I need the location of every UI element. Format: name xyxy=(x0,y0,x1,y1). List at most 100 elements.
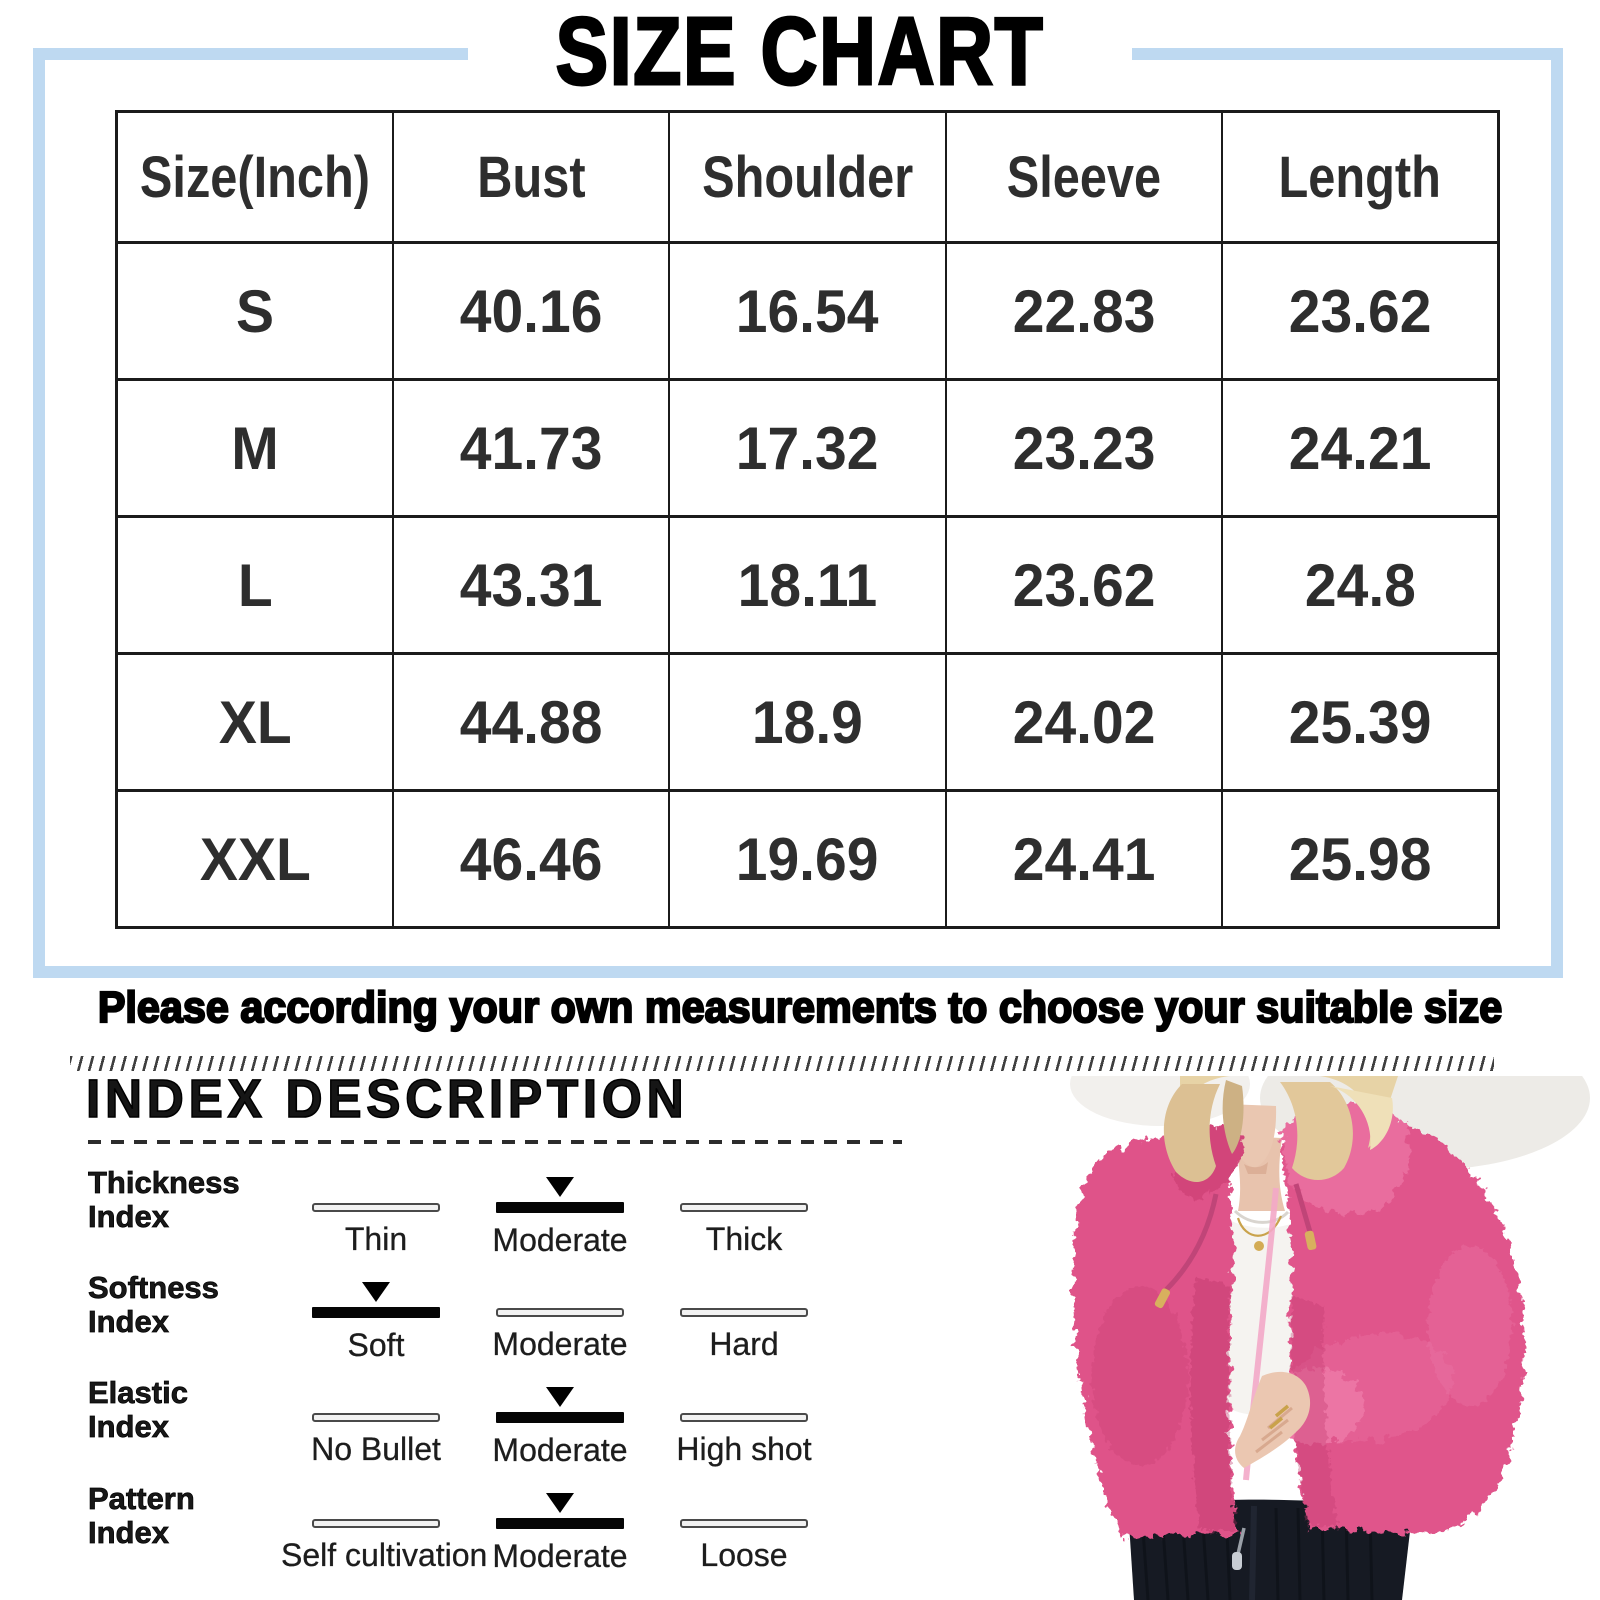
measurement-cell: 23.23 xyxy=(944,378,1224,518)
option-label: Moderate xyxy=(492,1432,628,1468)
cell-text: 17.32 xyxy=(736,414,879,482)
cell-text: XXL xyxy=(199,825,311,893)
table-header-text: Bust xyxy=(476,144,586,210)
index-row-label: Softness Index xyxy=(88,1270,220,1339)
measurement-cell: 44.88 xyxy=(391,652,671,792)
cell-text: 16.54 xyxy=(736,277,879,345)
cell-text: 43.31 xyxy=(459,551,603,619)
table-header-cell: Length xyxy=(1221,110,1500,244)
option-label: Thick xyxy=(705,1221,783,1257)
cell-text: 41.73 xyxy=(459,414,603,482)
table-row: XXL 46.46 19.69 24.41 25.98 xyxy=(115,789,1500,929)
size-table: Size(Inch) Bust Shoulder Sleeve Length S 40.16… xyxy=(115,110,1500,929)
measurement-cell: 25.98 xyxy=(1221,789,1500,929)
indicator-bar xyxy=(496,1202,624,1213)
necklace xyxy=(1236,1215,1283,1237)
table-header-text: Sleeve xyxy=(1006,144,1162,210)
triangle-marker-icon xyxy=(546,1387,574,1407)
index-option: Moderate xyxy=(465,1480,655,1575)
indicator-bar xyxy=(312,1413,440,1422)
triangle-marker-icon xyxy=(362,1282,390,1302)
table-header-text: Shoulder xyxy=(701,144,914,210)
index-row: Pattern Index Self cultivation Moderate Loo… xyxy=(88,1480,1018,1582)
table-header-cell: Size(Inch) xyxy=(115,110,394,244)
index-option: Thick xyxy=(649,1164,839,1258)
option-label: Moderate xyxy=(492,1222,628,1258)
cell-text: S xyxy=(235,277,274,345)
option-label: No Bullet xyxy=(311,1431,441,1467)
index-option: Moderate xyxy=(465,1164,655,1259)
cell-text: 23.62 xyxy=(1012,551,1156,619)
measurement-cell: 18.11 xyxy=(668,515,947,655)
table-header-cell: Bust xyxy=(391,110,671,244)
index-option: Hard xyxy=(649,1269,839,1363)
indicator-bar xyxy=(312,1203,440,1212)
index-row-label: Elastic Index xyxy=(88,1375,189,1444)
note-text: Please according your own measurements t… xyxy=(0,980,1600,1036)
measurement-cell: 16.54 xyxy=(668,241,947,381)
indicator-bar xyxy=(680,1203,808,1212)
cell-text: 18.11 xyxy=(737,551,878,619)
cell-text: 46.46 xyxy=(459,825,603,893)
model-hand xyxy=(1235,1371,1311,1468)
cell-text: 24.41 xyxy=(1012,825,1156,893)
indicator-bar xyxy=(680,1308,808,1317)
measurement-cell: 22.83 xyxy=(944,241,1224,381)
size-cell: L xyxy=(115,515,394,655)
index-row: Softness Index Soft Moderate Hard xyxy=(88,1269,1018,1371)
indicator-bar xyxy=(680,1519,808,1528)
cell-text: 23.23 xyxy=(1012,414,1156,482)
indicator-bar xyxy=(680,1413,808,1422)
measurement-cell: 23.62 xyxy=(1221,241,1500,381)
table-header-cell: Sleeve xyxy=(944,110,1224,244)
measurement-cell: 24.8 xyxy=(1221,515,1500,655)
dashed-divider xyxy=(88,1140,902,1144)
size-cell: XL xyxy=(115,652,394,792)
index-option: No Bullet xyxy=(281,1374,471,1468)
cell-text: L xyxy=(237,551,273,619)
triangle-marker-icon xyxy=(546,1177,574,1197)
measurement-cell: 24.41 xyxy=(944,789,1224,929)
table-frame xyxy=(33,48,1563,978)
index-row: Elastic Index No Bullet Moderate High shot xyxy=(88,1374,1018,1476)
size-cell: M xyxy=(115,378,394,518)
product-photo xyxy=(1030,1076,1600,1600)
indicator-bar xyxy=(312,1307,440,1318)
index-description-heading: INDEX DESCRIPTION xyxy=(85,1069,689,1129)
cell-text: 24.8 xyxy=(1304,551,1416,619)
table-header-text: Length xyxy=(1278,144,1442,210)
indicator-bar xyxy=(496,1412,624,1423)
size-cell: XXL xyxy=(115,789,394,929)
cell-text: 25.39 xyxy=(1288,688,1432,756)
table-row: L 43.31 18.11 23.62 24.8 xyxy=(115,515,1500,655)
option-label: Hard xyxy=(709,1326,779,1362)
size-cell: S xyxy=(115,241,394,381)
table-header-text: Size(Inch) xyxy=(139,144,371,210)
measurement-cell: 19.69 xyxy=(668,789,947,929)
table-header-cell: Shoulder xyxy=(668,110,947,244)
cell-text: 19.69 xyxy=(736,825,879,893)
measurement-cell: 43.31 xyxy=(391,515,671,655)
measurement-cell: 17.32 xyxy=(668,378,947,518)
table-row: S 40.16 16.54 22.83 23.62 xyxy=(115,241,1500,381)
option-label: Self cultivation xyxy=(281,1537,488,1573)
option-label: High shot xyxy=(676,1431,812,1467)
index-option: Thin xyxy=(281,1164,471,1258)
cell-text: XL xyxy=(218,688,292,756)
cell-text: 24.21 xyxy=(1288,414,1432,482)
option-label: Soft xyxy=(347,1327,405,1363)
option-label: Moderate xyxy=(492,1538,628,1574)
measurement-cell: 40.16 xyxy=(391,241,671,381)
table-row: XL 44.88 18.9 24.02 25.39 xyxy=(115,652,1500,792)
note-text-inner: Please according your own measurements t… xyxy=(97,982,1503,1033)
index-row-label: Pattern Index xyxy=(88,1481,196,1550)
table-row: M 41.73 17.32 23.23 24.21 xyxy=(115,378,1500,518)
option-label: Loose xyxy=(700,1537,788,1573)
cell-text: 22.83 xyxy=(1012,277,1156,345)
index-option: Soft xyxy=(281,1269,471,1364)
option-label: Thin xyxy=(344,1221,408,1257)
index-row-label: Thickness Index xyxy=(88,1165,240,1234)
option-label: Moderate xyxy=(492,1326,628,1362)
page-title: SIZE CHART xyxy=(468,0,1132,105)
drawstrings xyxy=(1154,1183,1317,1309)
